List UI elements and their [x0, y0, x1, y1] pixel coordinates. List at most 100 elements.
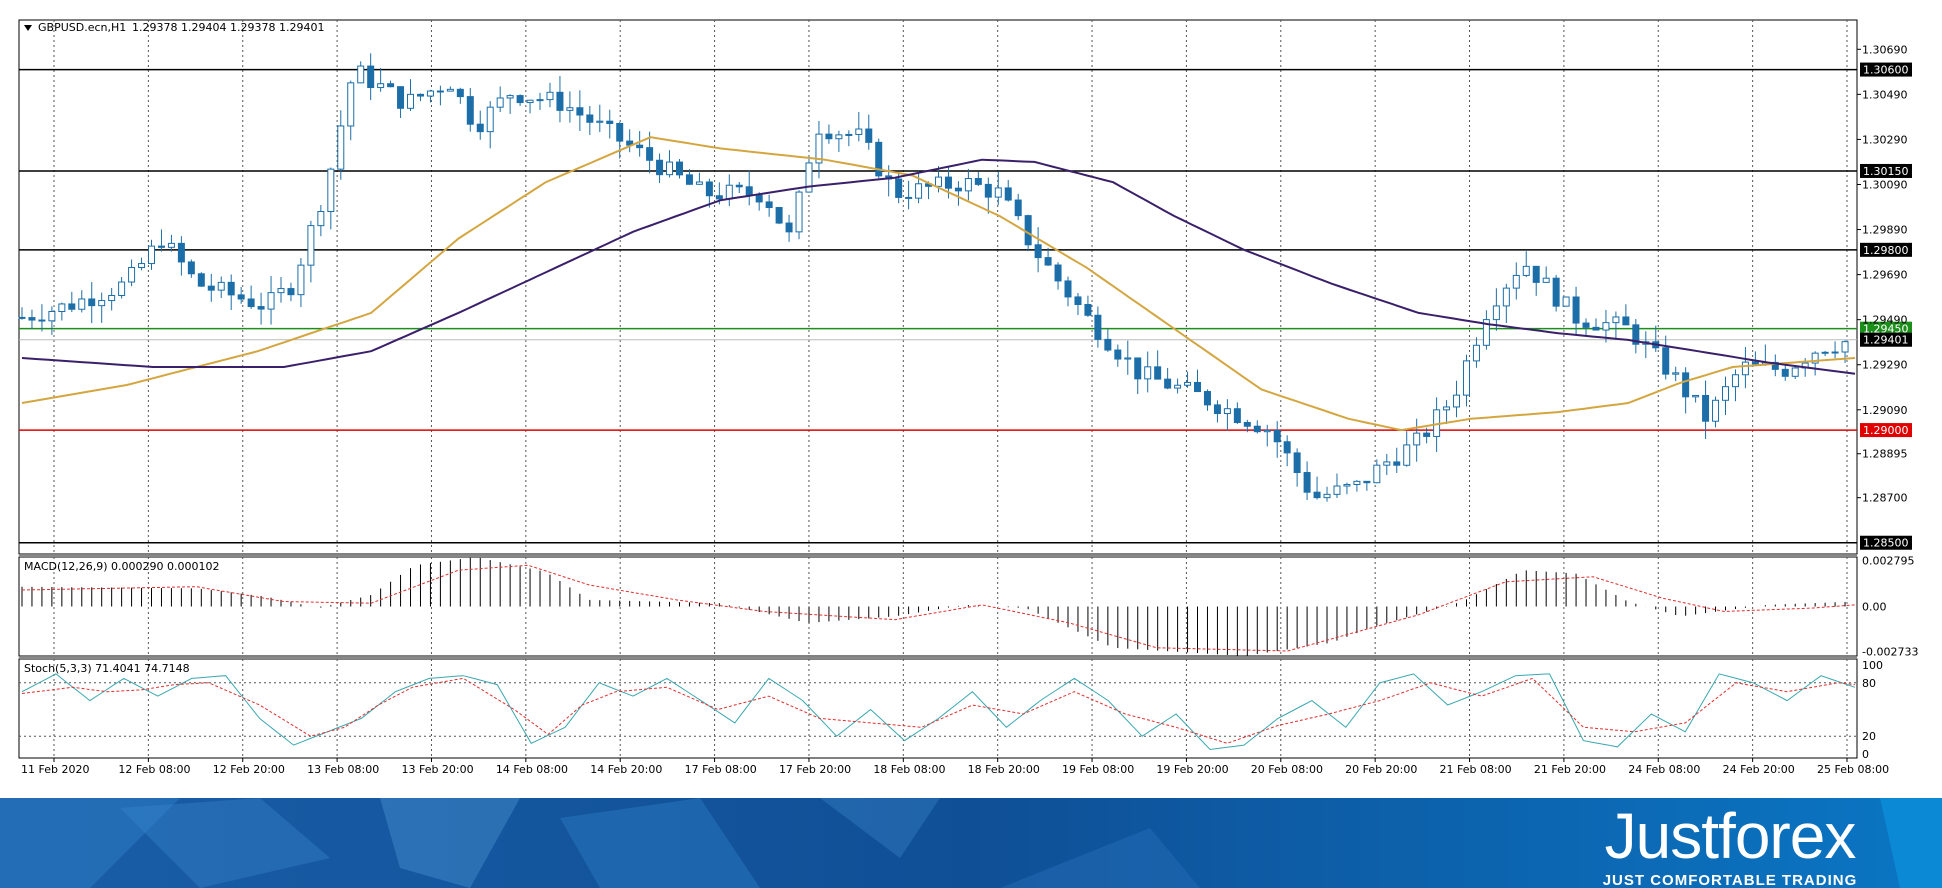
- candle-body: [1821, 351, 1829, 354]
- candle-body: [1074, 296, 1082, 305]
- y-tick-label: 1.30490: [1862, 88, 1908, 101]
- y-tick-label: 1.29090: [1862, 404, 1908, 417]
- candle-body: [1721, 386, 1729, 401]
- candle-body: [875, 141, 883, 177]
- candle-body: [237, 294, 245, 300]
- x-tick-label: 21 Feb 08:00: [1440, 763, 1512, 776]
- y-tick-label: 1.28895: [1862, 448, 1908, 461]
- candle-body: [436, 90, 444, 93]
- candle-body: [636, 144, 644, 149]
- candle-body: [337, 125, 345, 170]
- candle-body: [546, 91, 554, 101]
- candle-body: [217, 281, 225, 291]
- candle-body: [367, 65, 375, 89]
- ohlc-label: 1.29378 1.29404 1.29378 1.29401: [132, 21, 324, 34]
- y-tick-label: 1.29690: [1862, 269, 1908, 282]
- candle-body: [1293, 452, 1301, 474]
- price-level-label: 1.29800: [1863, 244, 1909, 257]
- candle-body: [1233, 408, 1241, 424]
- candle-body: [1781, 368, 1789, 377]
- candle-body: [157, 245, 165, 248]
- banner-shape: [380, 798, 520, 888]
- candle-body: [1124, 357, 1132, 360]
- candle-body: [1453, 394, 1461, 408]
- candle-body: [257, 306, 265, 310]
- x-tick-label: 25 Feb 08:00: [1817, 763, 1889, 776]
- candle-body: [1203, 391, 1211, 406]
- candle-body: [785, 222, 793, 233]
- x-tick-label: 14 Feb 20:00: [590, 763, 662, 776]
- candle-body: [267, 292, 275, 310]
- candle-body: [556, 91, 564, 111]
- candle-body: [775, 207, 783, 224]
- candle-body: [596, 120, 604, 123]
- candle-body: [108, 294, 116, 302]
- symbol-label: GBPUSD.ecn,H1: [38, 21, 126, 34]
- time-axis: 11 Feb 2020 12 Feb 08:00 12 Feb 20:00 13 Fe…: [21, 758, 1889, 776]
- collapse-triangle-icon[interactable]: [24, 25, 32, 31]
- candle-body: [1094, 314, 1102, 340]
- candle-body: [974, 177, 982, 185]
- candle-body: [586, 114, 594, 123]
- ma-fast-line: [21, 136, 1856, 432]
- x-tick-label: 14 Feb 08:00: [496, 763, 568, 776]
- y-tick-label: 1.29490: [1862, 314, 1908, 327]
- candle-body: [915, 183, 923, 199]
- macd-tick-label: 0.00: [1862, 601, 1887, 614]
- candle-body: [855, 128, 863, 135]
- candle-body: [377, 83, 385, 89]
- candle-body: [845, 133, 853, 136]
- candle-body: [1283, 441, 1291, 454]
- price-level-label: 1.29000: [1863, 424, 1909, 437]
- candle-body: [1343, 483, 1351, 487]
- candle-body: [1363, 480, 1371, 484]
- candle-body: [1243, 422, 1251, 427]
- candle-body: [1522, 265, 1530, 276]
- x-tick-label: 17 Feb 08:00: [685, 763, 757, 776]
- candle-body: [695, 181, 703, 185]
- candle-body: [1403, 444, 1411, 466]
- candle-body: [446, 88, 454, 92]
- candle-body: [1791, 367, 1799, 377]
- candle-body: [287, 288, 295, 296]
- candle-body: [1622, 316, 1630, 326]
- candle-body: [666, 161, 674, 176]
- candle-body: [1672, 372, 1680, 375]
- candle-body: [825, 133, 833, 140]
- candle-body: [1114, 349, 1122, 360]
- candle-body: [1612, 316, 1620, 324]
- candle-body: [1512, 274, 1520, 289]
- candle-body: [407, 93, 415, 109]
- candle-body: [1024, 215, 1032, 246]
- candle-body: [1164, 378, 1172, 389]
- candle-body: [745, 186, 753, 196]
- candle-body: [247, 298, 255, 308]
- candle-body: [397, 86, 405, 109]
- candle-body: [1562, 296, 1570, 307]
- stoch-pane: 100 80 20 0 Stoch(5,3,3) 71.4041 74.7148: [18, 657, 1883, 761]
- candle-body: [865, 128, 873, 143]
- candle-body: [1373, 464, 1381, 484]
- candle-body: [1741, 361, 1749, 376]
- candle-body: [1154, 366, 1162, 380]
- y-tick-label: 1.29890: [1862, 224, 1908, 237]
- candle-body: [118, 281, 126, 296]
- stoch-tick-label: 80: [1862, 677, 1876, 690]
- candle-body: [426, 90, 434, 97]
- candle-body: [1004, 187, 1012, 201]
- candle-body: [58, 303, 66, 313]
- banner-shape: [1000, 828, 1200, 888]
- candle-body: [167, 242, 175, 248]
- candle-body: [1423, 432, 1431, 437]
- candle-body: [307, 225, 315, 266]
- candle-body: [177, 242, 185, 263]
- x-tick-label: 11 Feb 2020: [21, 763, 89, 776]
- candle-body: [38, 319, 46, 322]
- candle-body: [277, 288, 285, 294]
- candle-body: [994, 187, 1002, 198]
- candle-body: [327, 168, 335, 213]
- candle-body: [725, 184, 733, 200]
- candle-body: [1771, 361, 1779, 370]
